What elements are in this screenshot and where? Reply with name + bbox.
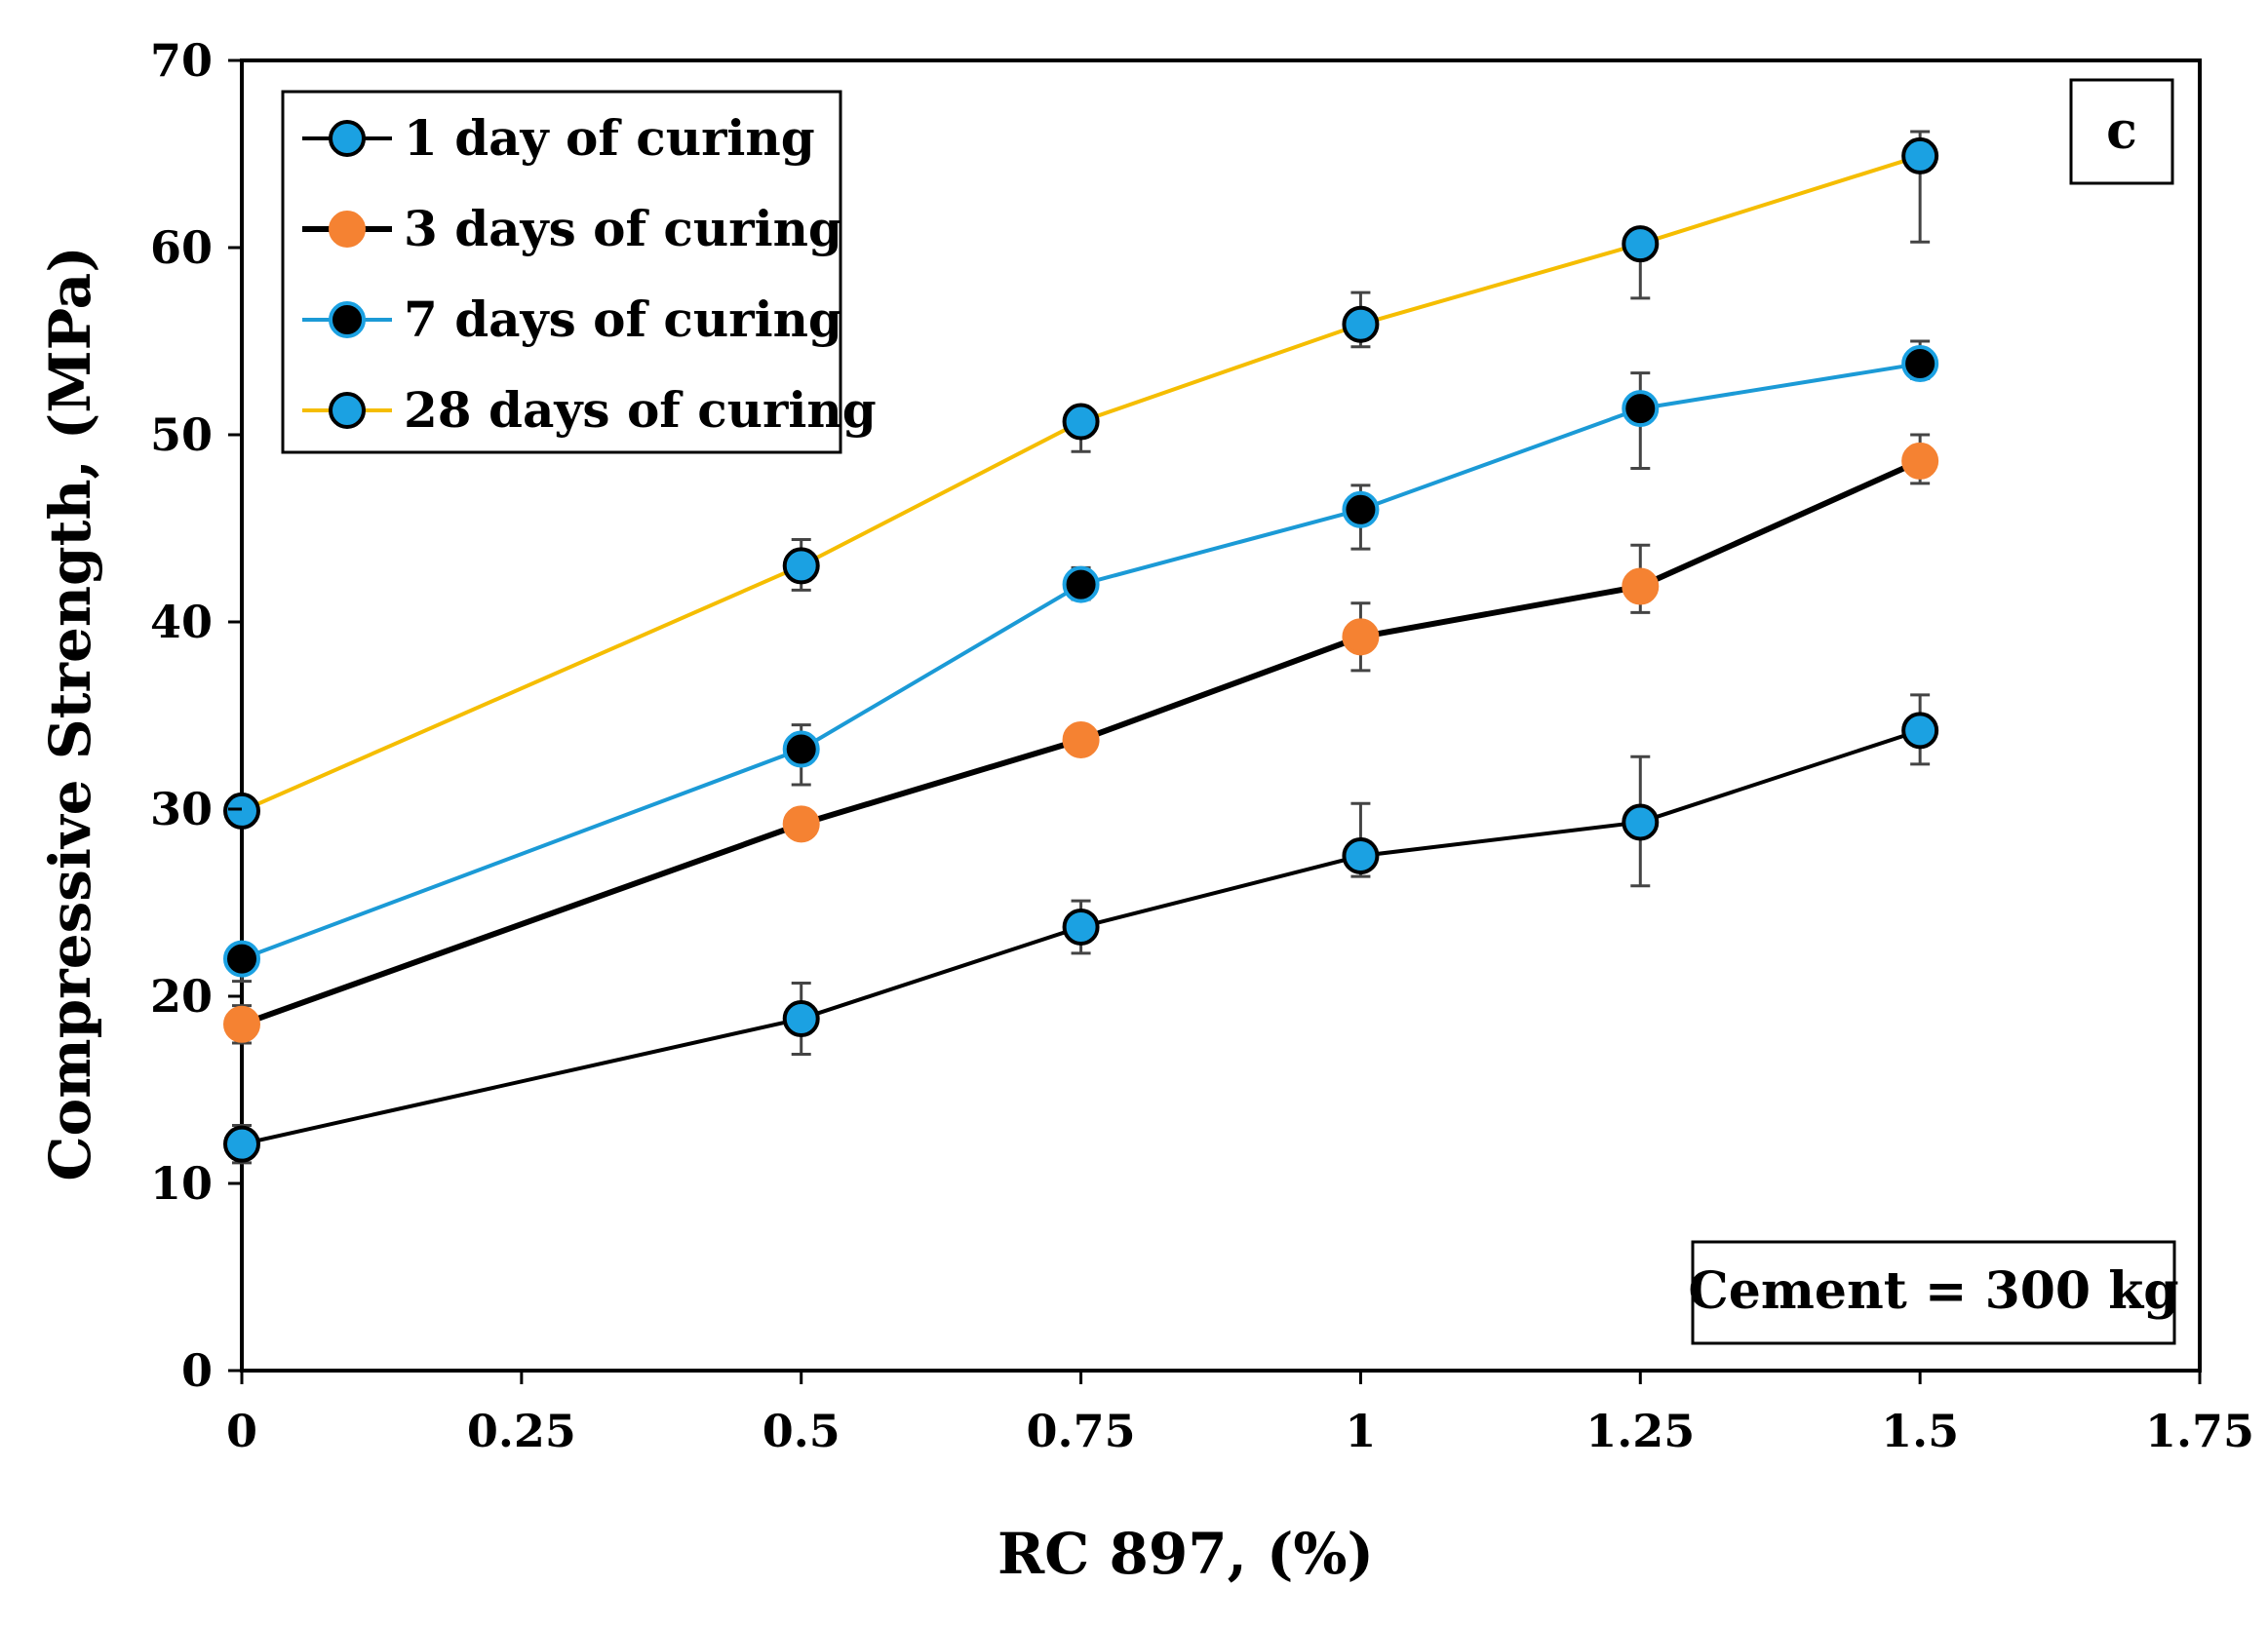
data-point xyxy=(782,547,820,585)
data-point xyxy=(1901,136,1939,174)
y-tick-label: 0 xyxy=(181,1344,213,1397)
x-tick-label: 1.25 xyxy=(1585,1405,1695,1457)
data-point xyxy=(1062,565,1100,603)
legend-label: 7 days of curing xyxy=(404,290,842,348)
legend-label: 28 days of curing xyxy=(404,381,877,439)
y-axis-title: Compressive Strength, (MPa) xyxy=(37,246,103,1180)
data-point xyxy=(1622,567,1660,605)
y-tick-label: 30 xyxy=(150,783,213,835)
panel-label: c xyxy=(2106,101,2137,161)
legend-entries: 1 day of curing 3 days of curing 7 days of… xyxy=(302,109,877,439)
data-point xyxy=(1062,403,1100,441)
data-point xyxy=(1901,345,1939,383)
panel-label-frame xyxy=(2069,78,2174,185)
x-tick-label: 1 xyxy=(1345,1405,1376,1457)
data-point xyxy=(223,1125,260,1163)
y-tick-label: 70 xyxy=(150,34,213,87)
legend-marker xyxy=(329,211,366,248)
x-tick-label: 1.75 xyxy=(2145,1405,2254,1457)
data-point xyxy=(1342,618,1380,656)
legend-marker xyxy=(329,301,366,338)
data-point xyxy=(223,940,260,978)
legend-label: 3 days of curing xyxy=(404,200,842,257)
series-line-2 xyxy=(240,458,1922,1027)
data-point xyxy=(1901,442,1939,480)
cement-annotation: Cement = 300 kg xyxy=(1688,1261,2178,1321)
data-point xyxy=(223,792,260,830)
x-tick-label: 1.5 xyxy=(1881,1405,1959,1457)
series-line-4 xyxy=(241,154,1921,813)
data-point xyxy=(1342,490,1380,528)
data-point xyxy=(1622,803,1660,841)
x-axis: 0 0.25 0.5 0.75 1 1.25 1.5 1.75 xyxy=(226,1371,2254,1457)
series-markers xyxy=(223,136,1939,1163)
annotation-box: Cement = 300 kg xyxy=(1688,1240,2179,1345)
y-tick-label: 10 xyxy=(150,1157,213,1210)
data-point xyxy=(782,805,820,843)
x-tick-label: 0.25 xyxy=(467,1405,576,1457)
data-point xyxy=(782,730,820,768)
data-point xyxy=(223,1005,260,1043)
data-point xyxy=(1342,837,1380,874)
data-point xyxy=(1062,908,1100,946)
y-tick-label: 40 xyxy=(150,596,213,648)
panel-label-box: c xyxy=(2069,78,2174,185)
x-tick-label: 0 xyxy=(226,1405,257,1457)
data-point xyxy=(1901,712,1939,750)
y-tick-label: 20 xyxy=(150,970,213,1023)
annotation-frame xyxy=(1691,1240,2176,1345)
series-line-3 xyxy=(241,362,1921,961)
data-point xyxy=(1062,720,1100,758)
x-tick-label: 0.75 xyxy=(1027,1405,1136,1457)
data-point xyxy=(782,1000,820,1038)
y-tick-label: 50 xyxy=(150,408,213,461)
legend-box xyxy=(281,90,842,454)
x-axis-title: RC 897, (%) xyxy=(997,1521,1374,1587)
legend-label: 1 day of curing xyxy=(404,109,815,167)
legend: 1 day of curing 3 days of curing 7 days of… xyxy=(281,90,877,454)
series-line-1 xyxy=(241,728,1921,1146)
data-point xyxy=(1342,305,1380,343)
legend-marker xyxy=(329,120,366,157)
series-lines xyxy=(240,154,1922,1146)
y-axis: 0 10 20 30 40 50 60 70 xyxy=(150,34,242,1397)
data-point xyxy=(1622,390,1660,428)
y-tick-label: 60 xyxy=(150,221,213,274)
data-point xyxy=(1622,225,1660,263)
legend-marker xyxy=(329,392,366,429)
x-tick-label: 0.5 xyxy=(763,1405,841,1457)
